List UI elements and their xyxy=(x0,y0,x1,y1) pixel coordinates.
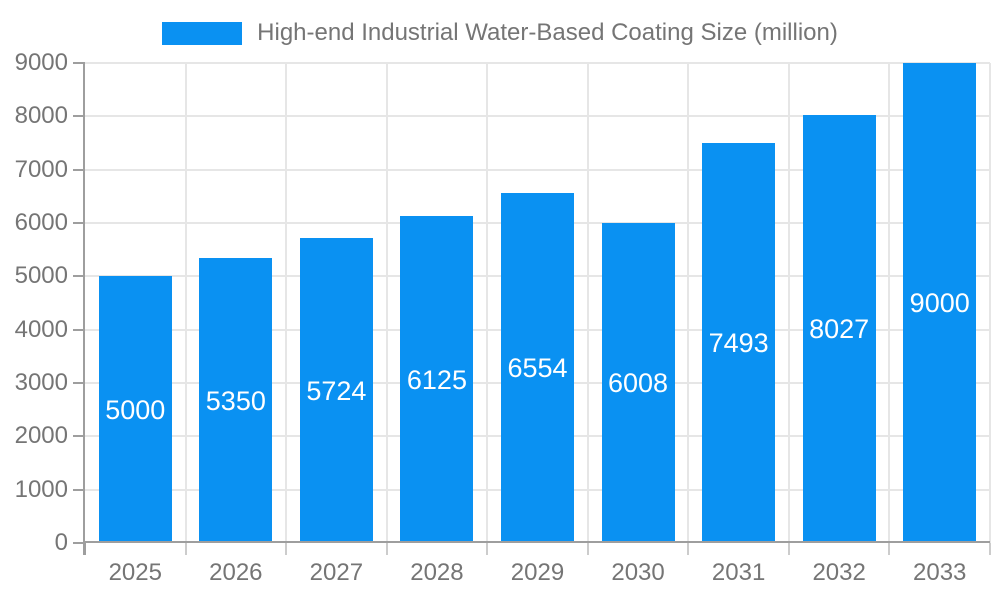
bar-2028 xyxy=(400,216,474,543)
gridline-v xyxy=(385,63,388,543)
gridline-v xyxy=(687,63,690,543)
y-axis-label: 7000 xyxy=(14,155,68,183)
x-axis-label: 2031 xyxy=(711,559,766,586)
gridline-v xyxy=(586,63,589,543)
x-axis-label: 2027 xyxy=(309,559,364,586)
y-axis-tick xyxy=(73,382,85,384)
x-axis-tick xyxy=(184,543,187,555)
y-axis-line xyxy=(83,63,85,555)
y-axis-label: 9000 xyxy=(14,49,68,76)
gridline-v xyxy=(888,63,891,543)
y-axis-tick xyxy=(73,488,85,491)
y-axis-label: 3000 xyxy=(14,369,68,396)
x-axis-tick xyxy=(486,543,489,555)
x-axis-label: 2033 xyxy=(913,559,967,586)
x-axis-label: 2032 xyxy=(812,559,866,586)
y-axis-tick xyxy=(73,275,85,278)
bar-2033 xyxy=(903,63,977,543)
x-axis-tick xyxy=(687,543,690,555)
bar-2025 xyxy=(98,276,172,543)
y-axis-label: 1000 xyxy=(14,475,68,503)
y-axis-label: 2000 xyxy=(14,422,68,450)
legend-swatch xyxy=(162,21,243,45)
legend: High-end Industrial Water-Based Coating … xyxy=(0,17,1000,49)
y-axis-label: 8000 xyxy=(14,102,68,130)
x-axis-line xyxy=(83,541,990,543)
y-axis-tick xyxy=(73,62,85,64)
gridline-h xyxy=(85,115,990,118)
x-axis-tick xyxy=(787,543,790,555)
bar-2031 xyxy=(702,143,776,543)
legend-label: High-end Industrial Water-Based Coating … xyxy=(257,19,838,46)
y-axis-label: 4000 xyxy=(14,315,68,343)
x-axis-tick xyxy=(888,543,891,555)
x-axis-label: 2030 xyxy=(611,559,665,586)
bar-2030 xyxy=(601,223,675,543)
bar-value-label: 9000 xyxy=(909,288,970,318)
gridline-v xyxy=(787,63,790,543)
bar-value-label: 5350 xyxy=(205,385,266,416)
y-axis-label: 0 xyxy=(54,529,68,556)
y-axis-label: 5000 xyxy=(14,262,68,290)
y-axis-tick xyxy=(73,328,85,331)
bar-value-label: 5724 xyxy=(306,375,367,406)
x-axis-label: 2029 xyxy=(510,559,565,586)
y-axis-label: 6000 xyxy=(14,209,68,236)
bar-2026 xyxy=(199,258,273,543)
y-axis-tick xyxy=(73,222,85,224)
bar-value-label: 6008 xyxy=(608,368,669,398)
bar-value-label: 7493 xyxy=(708,328,769,358)
gridline-h xyxy=(85,62,990,64)
y-axis-tick xyxy=(73,542,85,544)
bar-2029 xyxy=(501,193,574,543)
bar-value-label: 6125 xyxy=(406,364,467,395)
x-axis-tick xyxy=(586,543,589,555)
y-axis-tick xyxy=(73,115,85,118)
bar-value-label: 5000 xyxy=(105,394,166,425)
gridline-v xyxy=(184,63,187,543)
x-axis-label: 2025 xyxy=(108,559,162,586)
bar-value-label: 6554 xyxy=(507,353,568,383)
x-axis-tick xyxy=(989,543,991,555)
gridline-h xyxy=(85,168,990,171)
x-axis-label: 2026 xyxy=(209,559,263,586)
bar-value-label: 8027 xyxy=(809,314,870,344)
x-axis-tick xyxy=(385,543,388,555)
gridline-v xyxy=(285,63,288,543)
y-axis-tick xyxy=(73,435,85,438)
bar-2032 xyxy=(802,115,876,543)
bar-2027 xyxy=(299,238,373,543)
x-axis-label: 2028 xyxy=(410,559,464,586)
gridline-v xyxy=(486,63,489,543)
y-axis-tick xyxy=(73,168,85,171)
x-axis-tick xyxy=(285,543,288,555)
gridline-v xyxy=(989,63,991,543)
x-axis-tick xyxy=(84,543,86,555)
